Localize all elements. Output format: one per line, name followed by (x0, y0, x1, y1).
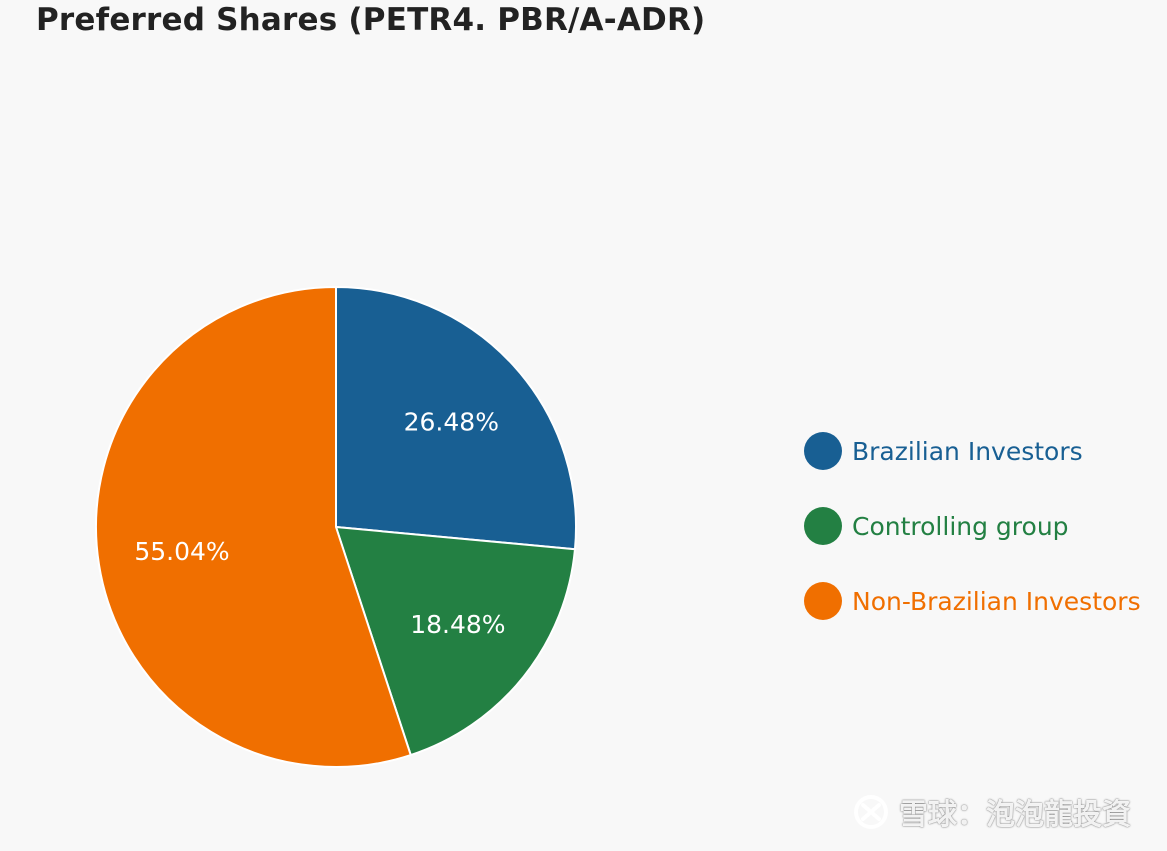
legend-label-controlling-group: Controlling group (852, 511, 1069, 541)
pie-labels: 26.48% 18.48% 55.04% (134, 407, 505, 638)
slice-label-brazilian-investors: 26.48% (404, 407, 499, 436)
chart-legend: Brazilian Investors Controlling group No… (804, 432, 1141, 657)
legend-item-brazilian-investors[interactable]: Brazilian Investors (804, 432, 1141, 470)
watermark-text: 雪球：泡泡龍投資 (898, 797, 1131, 831)
legend-item-controlling-group[interactable]: Controlling group (804, 507, 1141, 545)
legend-item-non-brazilian-investors[interactable]: Non-Brazilian Investors (804, 582, 1141, 620)
legend-swatch-controlling-group (804, 507, 842, 545)
slice-label-non-brazilian-investors: 55.04% (134, 537, 229, 566)
snowball-logo-icon (853, 795, 888, 829)
pie-slice-brazilian-investors[interactable] (335, 286, 577, 551)
legend-label-brazilian-investors: Brazilian Investors (852, 436, 1083, 466)
legend-swatch-brazilian-investors (804, 432, 842, 470)
legend-swatch-non-brazilian-investors (804, 582, 842, 620)
chart-title: Preferred Shares (PETR4. PBR/A-ADR) (36, 2, 706, 38)
pie-slice-controlling-group[interactable] (335, 526, 576, 757)
legend-label-non-brazilian-investors: Non-Brazilian Investors (852, 586, 1141, 616)
pie-slice-non-brazilian-investors[interactable] (95, 286, 412, 768)
pie-slices (95, 286, 577, 768)
slice-label-controlling-group: 18.48% (410, 610, 505, 639)
watermark: 雪球：泡泡龍投資 (853, 791, 1131, 833)
